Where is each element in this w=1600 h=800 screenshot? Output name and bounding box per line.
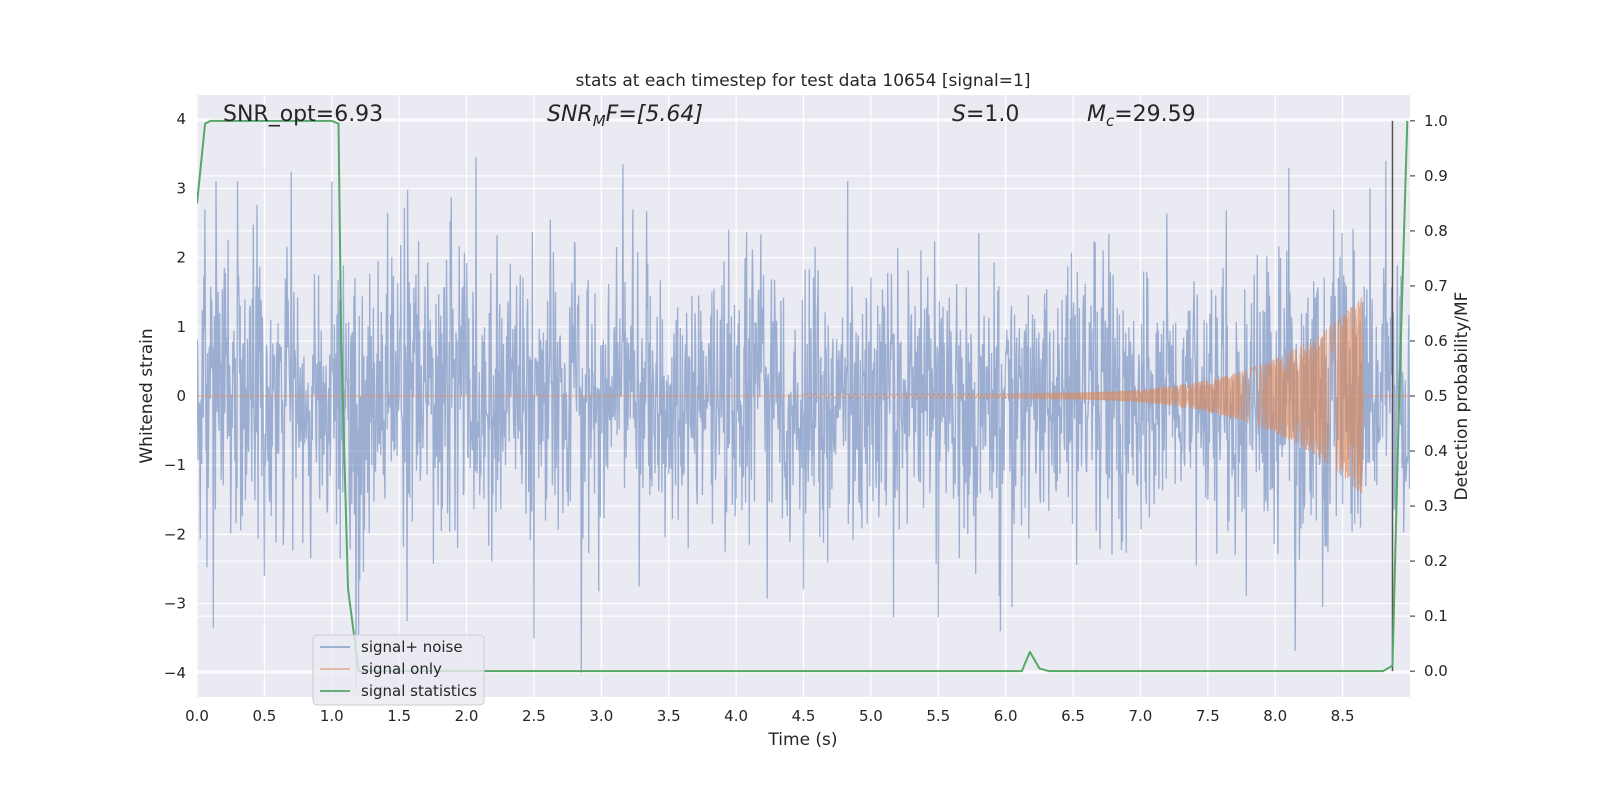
x-axis-label: Time (s) — [767, 730, 837, 750]
y-tick-label: −2 — [164, 525, 186, 543]
y-axis-label: Whitened strain — [137, 328, 157, 463]
y-tick-label: −3 — [164, 595, 186, 613]
legend-box — [312, 634, 485, 706]
snr-mf-rest: F=[5.64] — [606, 102, 703, 127]
annotation-mc: Mc=29.59 — [1087, 102, 1196, 130]
y2-tick-label: 0.7 — [1424, 277, 1448, 295]
x-tick-label: 8.0 — [1263, 707, 1287, 725]
chart-title: stats at each timestep for test data 106… — [576, 71, 1031, 91]
x-tick-label: 5.5 — [926, 707, 950, 725]
axis-ticks: 0.0 0.5 1.0 1.5 2.0 2.5 3.0 3.5 4.0 4.5 5.0 5.5 6.0 6… — [164, 110, 1448, 725]
legend-label-signal: signal only — [361, 660, 442, 678]
y2-axis-label: Detection probability/MF — [1452, 292, 1472, 501]
chirp-line — [197, 297, 1410, 494]
mc-base: M — [1087, 102, 1106, 127]
mc-subscript: c — [1106, 112, 1115, 130]
x-tick-label: 7.5 — [1196, 707, 1220, 725]
y2-tick-label: 0.5 — [1424, 387, 1448, 405]
x-tick-label: 5.0 — [859, 707, 883, 725]
y-tick-label: 2 — [176, 249, 186, 267]
y-tick-label: 4 — [176, 110, 186, 128]
y2-tick-label: 0.3 — [1424, 497, 1448, 515]
x-tick-label: 4.5 — [792, 707, 816, 725]
s-base: S — [952, 102, 966, 127]
y2-tick-label: 0.6 — [1424, 332, 1448, 350]
y2-tick-label: 0.0 — [1424, 662, 1448, 680]
x-tick-label: 6.5 — [1061, 707, 1085, 725]
y-tick-label: −4 — [164, 664, 186, 682]
noise-line — [197, 157, 1410, 688]
series-signal-statistics — [197, 119, 1409, 673]
snr-mf-base: SNR — [547, 102, 593, 127]
x-tick-label: 0.0 — [185, 707, 209, 725]
mc-rest: =29.59 — [1114, 102, 1195, 127]
y-tick-label: 0 — [176, 387, 186, 405]
x-tick-label: 3.0 — [589, 707, 613, 725]
legend-label-stat: signal statistics — [361, 682, 477, 700]
series-signal-noise — [197, 157, 1410, 688]
y2-tick-label: 0.8 — [1424, 222, 1448, 240]
annotation-snr-opt: SNR_opt=6.93 — [223, 102, 383, 127]
y-tick-label: 3 — [176, 179, 186, 197]
x-tick-label: 2.0 — [455, 707, 479, 725]
x-tick-label: 7.0 — [1129, 707, 1153, 725]
x-tick-label: 0.5 — [252, 707, 276, 725]
snr-mf-subscript: M — [593, 112, 606, 130]
y-tick-label: 1 — [176, 318, 186, 336]
series-signal-only — [197, 297, 1410, 494]
y2-tick-label: 1.0 — [1424, 112, 1448, 130]
statistics-line — [197, 119, 1409, 673]
legend: signal+ noise signal only signal statist… — [312, 634, 485, 706]
annotation-s: S=1.0 — [952, 102, 1019, 127]
y2-tick-label: 0.4 — [1424, 442, 1448, 460]
y2-tick-label: 0.9 — [1424, 167, 1448, 185]
annotation-snr-mf: SNRMF=[5.64] — [547, 102, 703, 130]
y-tick-label: −1 — [164, 456, 186, 474]
x-tick-label: 1.5 — [387, 707, 411, 725]
x-tick-label: 4.0 — [724, 707, 748, 725]
s-rest: =1.0 — [966, 102, 1019, 127]
x-tick-label: 3.5 — [657, 707, 681, 725]
y2-tick-label: 0.1 — [1424, 607, 1448, 625]
x-tick-label: 1.0 — [320, 707, 344, 725]
x-tick-label: 6.0 — [994, 707, 1018, 725]
x-tick-label: 8.5 — [1331, 707, 1355, 725]
x-tick-label: 2.5 — [522, 707, 546, 725]
legend-label-noise: signal+ noise — [361, 638, 463, 656]
y2-tick-label: 0.2 — [1424, 552, 1448, 570]
